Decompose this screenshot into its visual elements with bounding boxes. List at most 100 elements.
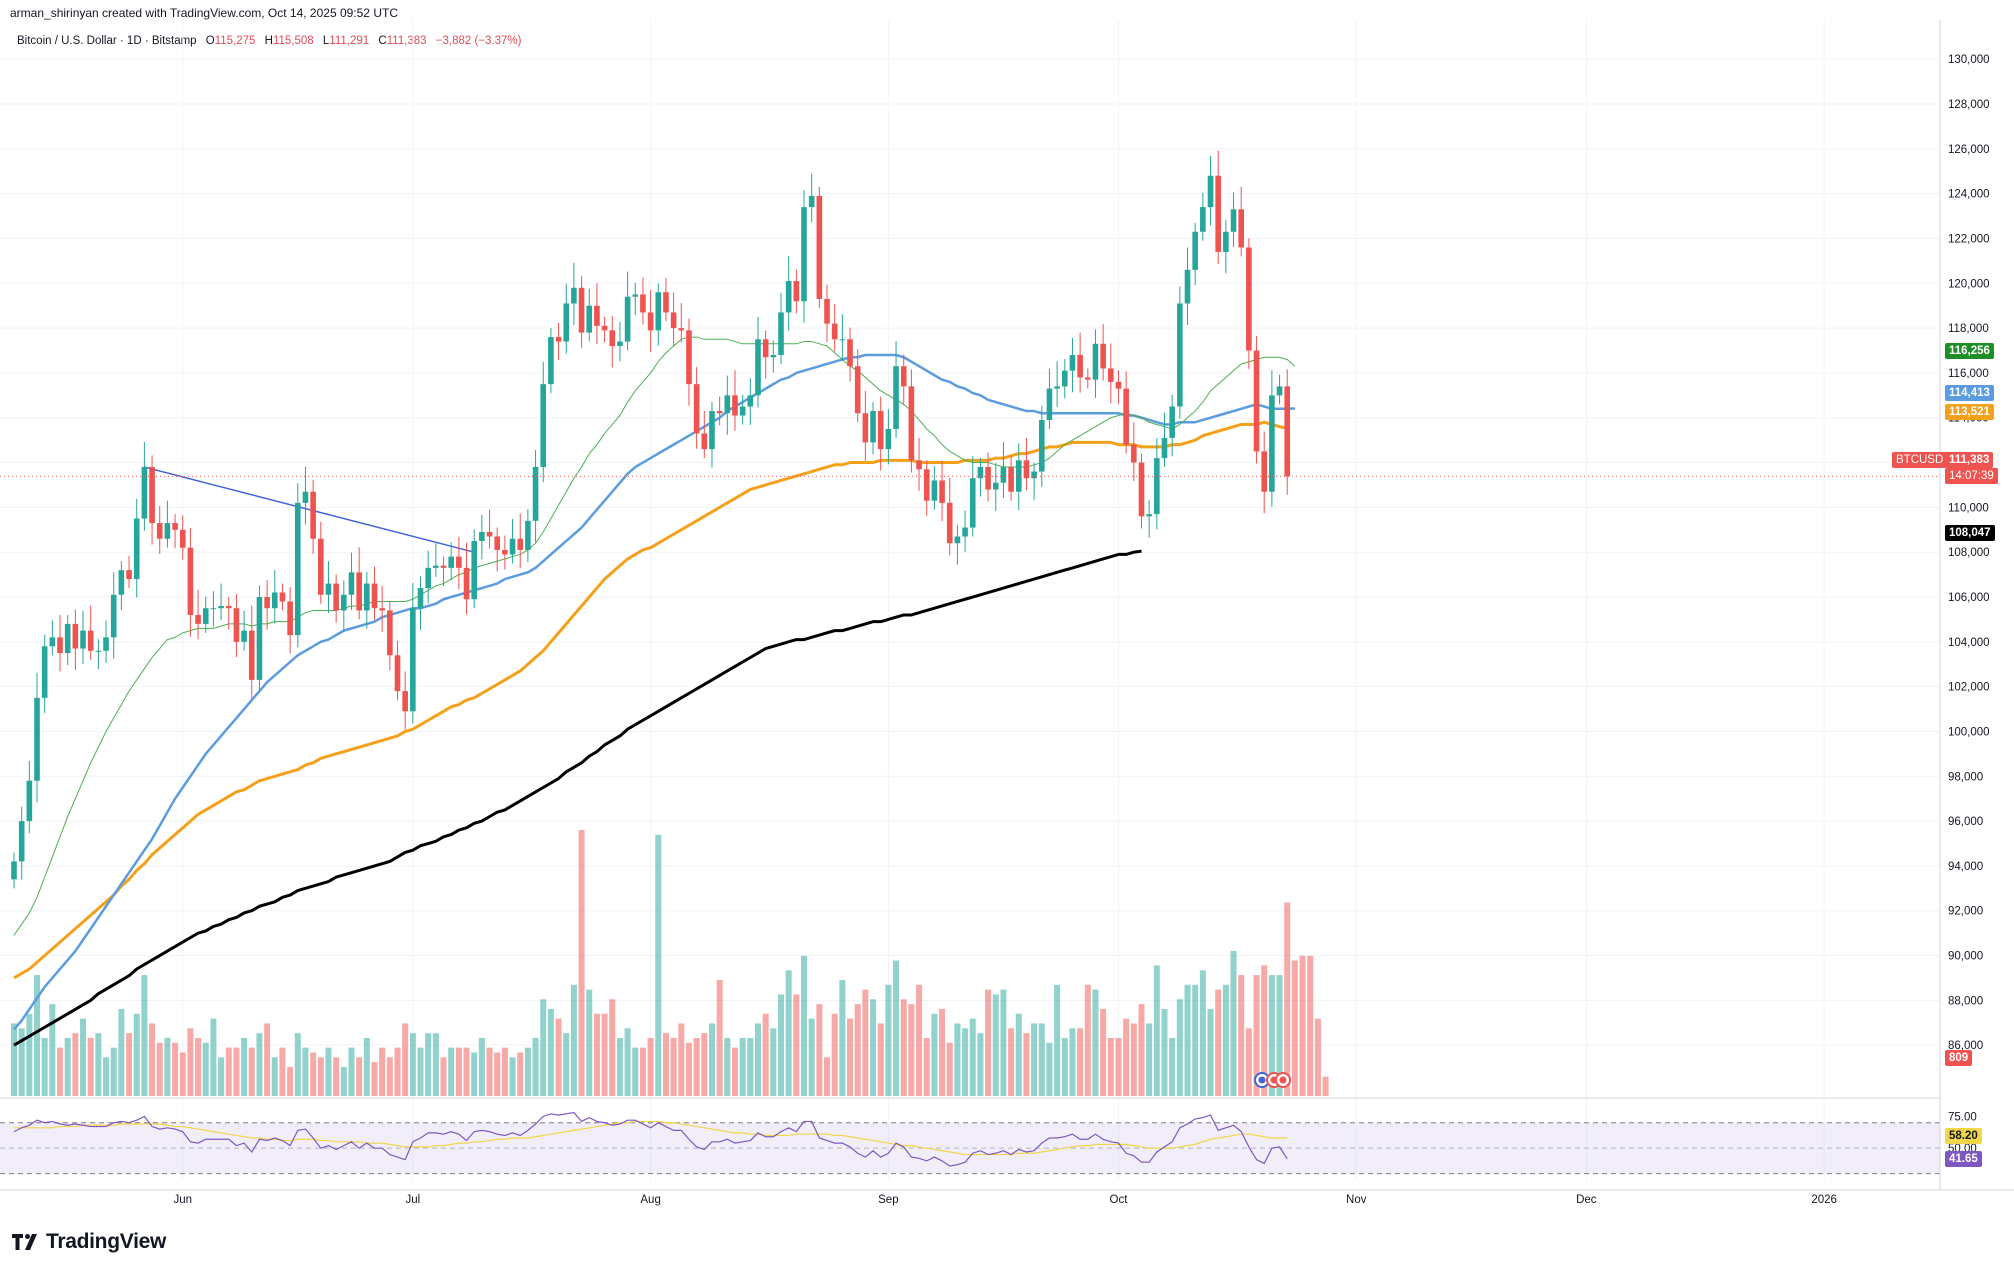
candle[interactable] — [555, 322, 562, 360]
candle[interactable] — [433, 543, 439, 577]
candle[interactable] — [509, 519, 516, 564]
candle[interactable] — [739, 394, 746, 425]
candle[interactable] — [571, 262, 577, 325]
candle[interactable] — [410, 583, 416, 724]
candle[interactable] — [172, 514, 178, 549]
candle[interactable] — [609, 316, 616, 368]
candle[interactable] — [709, 402, 715, 468]
event-markers[interactable] — [1254, 1072, 1291, 1088]
candle[interactable] — [264, 579, 270, 630]
candle[interactable] — [670, 292, 677, 347]
candle[interactable] — [126, 555, 132, 589]
candle[interactable] — [41, 634, 48, 714]
axes[interactable]: 130,000 128,000 126,000 124,000 122,000 120,0… — [0, 20, 2014, 1206]
candle[interactable] — [923, 460, 930, 516]
candle[interactable] — [80, 610, 86, 664]
candle[interactable] — [793, 269, 800, 314]
candle[interactable] — [1238, 186, 1244, 257]
candle[interactable] — [594, 283, 600, 345]
candle[interactable] — [693, 367, 700, 449]
candle[interactable] — [778, 292, 784, 364]
candle[interactable] — [494, 527, 501, 572]
candle[interactable] — [663, 277, 669, 322]
candle[interactable] — [1154, 438, 1160, 530]
candle[interactable] — [471, 529, 477, 609]
candle[interactable] — [1138, 453, 1145, 529]
candle[interactable] — [1038, 405, 1045, 487]
candle[interactable] — [302, 466, 309, 525]
candle[interactable] — [11, 852, 17, 889]
candle[interactable] — [479, 514, 485, 560]
candle[interactable] — [808, 173, 815, 223]
candle[interactable] — [1108, 343, 1114, 404]
candle[interactable] — [225, 597, 232, 630]
candle[interactable] — [141, 441, 148, 531]
candle[interactable] — [110, 572, 117, 659]
candle[interactable] — [348, 552, 355, 611]
candle[interactable] — [1146, 499, 1152, 538]
candle[interactable] — [762, 330, 769, 379]
candle[interactable] — [563, 283, 570, 354]
candle[interactable] — [417, 576, 424, 630]
candle[interactable] — [532, 450, 539, 543]
candle[interactable] — [686, 318, 692, 406]
candle[interactable] — [318, 521, 324, 604]
candle[interactable] — [1269, 370, 1275, 507]
candle[interactable] — [218, 583, 224, 621]
candle[interactable] — [179, 515, 186, 560]
candle[interactable] — [1061, 359, 1068, 399]
candle[interactable] — [908, 369, 915, 473]
candle[interactable] — [1284, 369, 1291, 495]
rsi-pane[interactable] — [0, 1111, 1940, 1175]
candle[interactable] — [931, 466, 938, 510]
candle[interactable] — [156, 506, 163, 554]
candle[interactable] — [1177, 286, 1183, 419]
candle[interactable] — [747, 378, 754, 425]
candle[interactable] — [310, 480, 316, 554]
candle[interactable] — [517, 513, 524, 569]
candle[interactable] — [64, 614, 71, 666]
candle[interactable] — [1085, 368, 1091, 389]
candle[interactable] — [18, 806, 25, 880]
candle[interactable] — [1015, 443, 1022, 511]
candle[interactable] — [1115, 370, 1122, 404]
candle[interactable] — [1023, 437, 1030, 491]
candle[interactable] — [647, 290, 654, 352]
candle[interactable] — [624, 271, 631, 351]
candle[interactable] — [1215, 150, 1221, 265]
candle[interactable] — [1253, 336, 1260, 464]
candle[interactable] — [655, 283, 662, 346]
candle[interactable] — [195, 589, 201, 640]
candle[interactable] — [425, 550, 431, 604]
candle[interactable] — [831, 303, 838, 352]
candle[interactable] — [862, 390, 869, 461]
candle[interactable] — [900, 354, 907, 405]
candle[interactable] — [885, 409, 892, 465]
candle[interactable] — [248, 605, 255, 699]
candle[interactable] — [371, 566, 378, 621]
candle[interactable] — [946, 477, 953, 556]
candle[interactable] — [755, 316, 761, 408]
candle[interactable] — [325, 561, 332, 614]
candle[interactable] — [256, 585, 263, 693]
candle[interactable] — [87, 605, 94, 660]
candle[interactable] — [1230, 192, 1237, 247]
candle[interactable] — [394, 640, 401, 701]
candle[interactable] — [1077, 332, 1083, 393]
candle[interactable] — [287, 587, 293, 654]
candle[interactable] — [1200, 192, 1206, 241]
candle[interactable] — [1192, 222, 1198, 286]
candle[interactable] — [540, 361, 547, 483]
candle[interactable] — [1054, 361, 1060, 407]
candle[interactable] — [271, 570, 278, 624]
candle[interactable] — [72, 609, 79, 671]
candle[interactable] — [241, 610, 247, 651]
candle[interactable] — [724, 375, 731, 435]
candle[interactable] — [210, 591, 217, 627]
candle[interactable] — [456, 536, 462, 590]
candle[interactable] — [1261, 431, 1268, 514]
candle[interactable] — [364, 571, 370, 629]
candle[interactable] — [1276, 374, 1283, 405]
candle[interactable] — [95, 639, 102, 670]
candle[interactable] — [640, 277, 646, 325]
